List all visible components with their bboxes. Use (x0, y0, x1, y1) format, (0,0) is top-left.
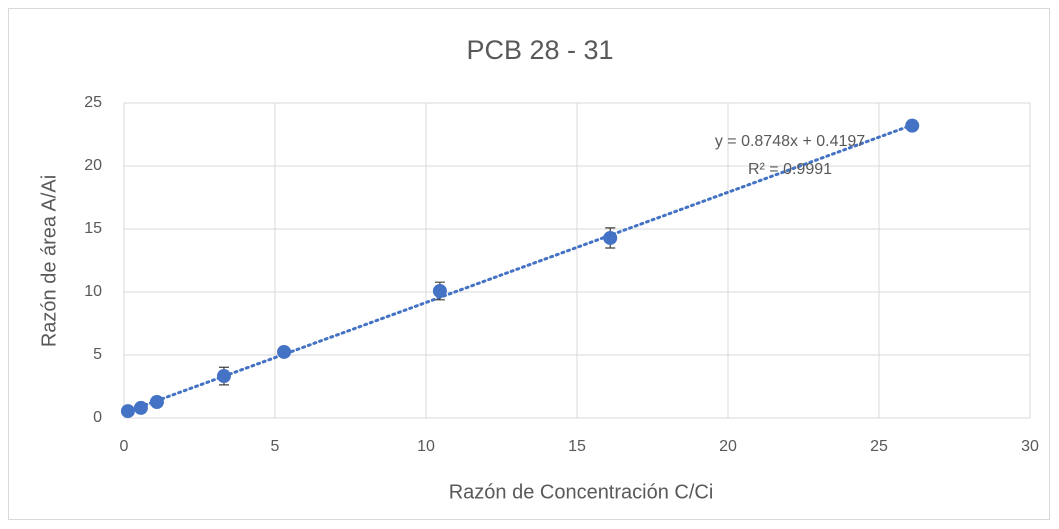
chart-title: PCB 28 - 31 (466, 35, 613, 65)
x-tick-label: 10 (417, 438, 435, 455)
x-tick-label: 15 (568, 438, 586, 455)
x-tick-label: 0 (120, 438, 129, 455)
y-tick-label: 10 (84, 283, 102, 300)
point (603, 230, 618, 245)
y-tick-label: 20 (84, 157, 102, 174)
point (905, 118, 920, 133)
point (133, 400, 148, 415)
x-tick-label: 25 (870, 438, 888, 455)
x-axis-label: Razón de Concentración C/Ci (449, 481, 714, 503)
y-tick-label: 0 (93, 409, 102, 426)
x-tick-label: 20 (719, 438, 737, 455)
y-tick-label: 15 (84, 220, 102, 237)
y-axis-label: Razón de área A/Ai (38, 175, 60, 347)
point (216, 369, 231, 384)
point (120, 404, 135, 419)
trendline-equation: y = 0.8748x + 0.4197 (715, 133, 865, 150)
trendline-r2: R² = 0.9991 (748, 161, 832, 178)
trendline (126, 123, 914, 413)
x-tick-label: 30 (1021, 438, 1039, 455)
point (277, 344, 292, 359)
point (432, 283, 447, 298)
y-tick-label: 5 (93, 346, 102, 363)
x-tick-label: 5 (271, 438, 280, 455)
y-tick-label: 25 (84, 94, 102, 111)
point (149, 394, 164, 409)
